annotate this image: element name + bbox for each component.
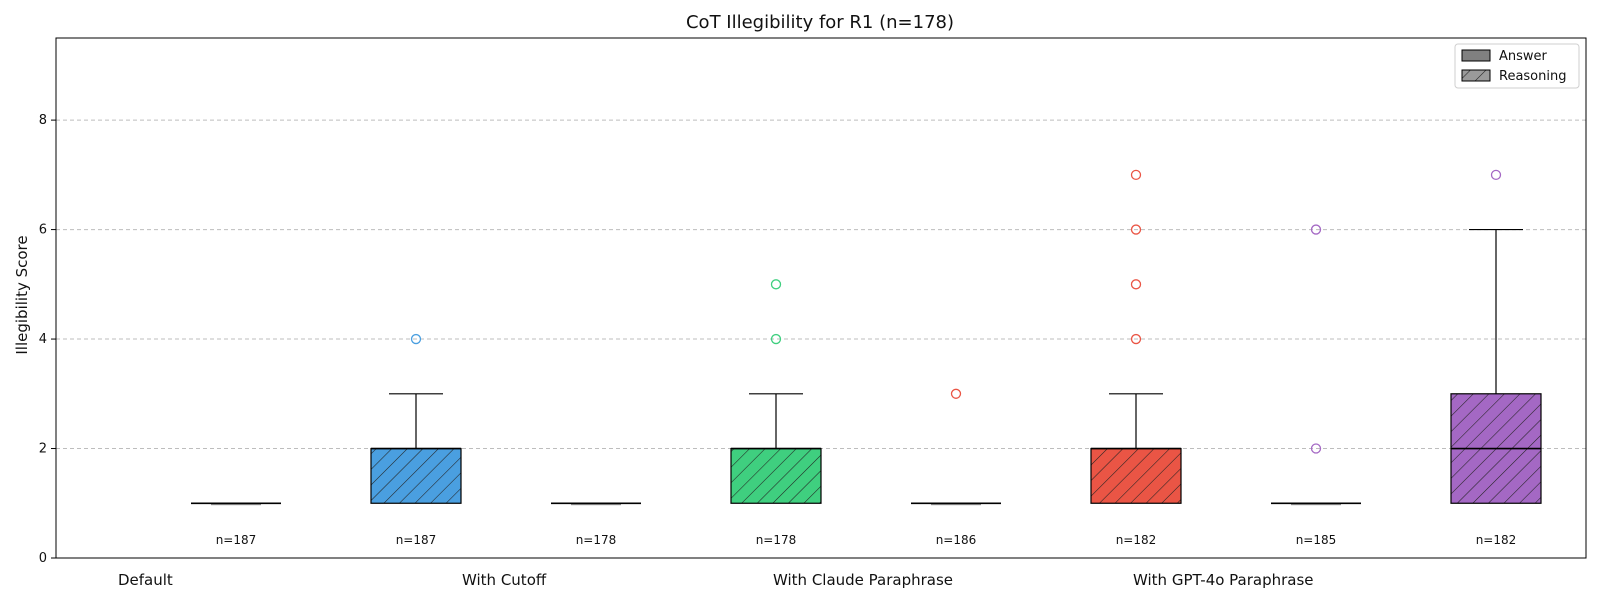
outlier-point bbox=[1130, 169, 1142, 180]
group-label: Default bbox=[118, 571, 173, 589]
legend-swatch-reasoning-hatch bbox=[1461, 69, 1491, 82]
legend: Answer Reasoning bbox=[1454, 43, 1580, 89]
outlier-point bbox=[770, 333, 782, 345]
n-label: n=186 bbox=[936, 533, 977, 547]
n-labels: n=187 n=187 n=178 n=178 n=186 n=182 n=185 n=182 bbox=[216, 533, 1517, 547]
outlier-point bbox=[1130, 333, 1142, 345]
box-3 bbox=[551, 502, 641, 506]
y-axis-ticks: 0 2 4 6 8 bbox=[39, 113, 56, 566]
outliers bbox=[410, 169, 1502, 454]
box-6 bbox=[1090, 393, 1182, 504]
box-2 bbox=[370, 393, 462, 504]
legend-swatch-answer bbox=[1461, 49, 1491, 62]
grid-lines bbox=[56, 119, 1586, 450]
box-8 bbox=[1450, 228, 1542, 504]
n-label: n=178 bbox=[756, 533, 797, 547]
n-label: n=187 bbox=[216, 533, 257, 547]
n-label: n=185 bbox=[1296, 533, 1337, 547]
x-group-labels: Default With Cutoff With Claude Paraphrase… bbox=[118, 571, 1314, 589]
box-5 bbox=[911, 502, 1001, 506]
n-label: n=187 bbox=[396, 533, 437, 547]
n-label: n=182 bbox=[1476, 533, 1517, 547]
box-hatch bbox=[731, 448, 821, 504]
outlier-point bbox=[1310, 224, 1322, 235]
y-tick-label: 4 bbox=[39, 332, 47, 347]
outlier-point bbox=[950, 388, 962, 399]
n-label: n=182 bbox=[1116, 533, 1157, 547]
y-axis-label: Illegibility Score bbox=[13, 235, 31, 354]
y-tick-label: 0 bbox=[39, 551, 47, 566]
outlier-point bbox=[1310, 443, 1322, 454]
chart-title: CoT Illegibility for R1 (n=178) bbox=[686, 12, 954, 33]
outlier-point bbox=[770, 279, 782, 290]
y-tick-label: 8 bbox=[39, 113, 47, 128]
group-label: With Cutoff bbox=[462, 571, 547, 589]
plot-frame bbox=[55, 37, 1587, 559]
group-label: With GPT-4o Paraphrase bbox=[1133, 571, 1314, 589]
outlier-point bbox=[410, 333, 422, 345]
box-4 bbox=[730, 393, 822, 504]
outlier-point bbox=[1130, 224, 1142, 235]
legend-label-answer: Answer bbox=[1499, 49, 1548, 64]
boxes bbox=[191, 228, 1542, 506]
y-tick-label: 2 bbox=[39, 442, 47, 457]
legend-label-reasoning: Reasoning bbox=[1499, 69, 1566, 84]
group-label: With Claude Paraphrase bbox=[773, 571, 953, 589]
y-tick-label: 6 bbox=[39, 223, 47, 238]
box-7 bbox=[1271, 502, 1361, 506]
box-hatch bbox=[1091, 448, 1181, 504]
outlier-point bbox=[1130, 279, 1142, 290]
outlier-point bbox=[1490, 169, 1502, 180]
n-label: n=178 bbox=[576, 533, 617, 547]
box-1 bbox=[191, 502, 281, 506]
box-hatch bbox=[371, 448, 461, 504]
